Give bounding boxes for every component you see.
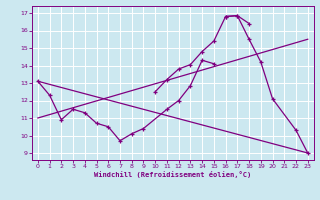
X-axis label: Windchill (Refroidissement éolien,°C): Windchill (Refroidissement éolien,°C) xyxy=(94,171,252,178)
